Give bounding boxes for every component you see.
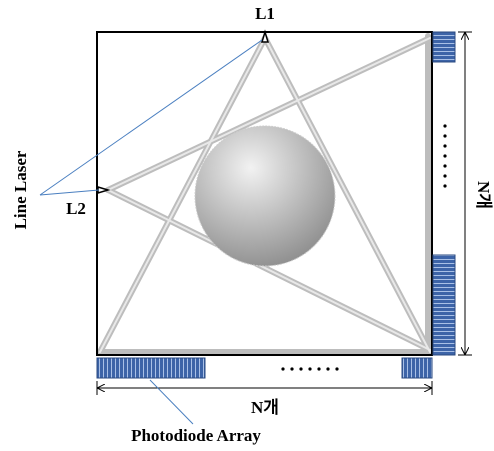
object: [194, 125, 336, 267]
label-l2: L2: [66, 199, 86, 218]
dimension-lines: [96, 31, 472, 395]
label-line-laser: Line Laser: [11, 150, 30, 229]
beams: [97, 33, 433, 355]
laser-l1: [260, 29, 270, 43]
leader-lines: [39, 39, 263, 425]
photodiode-array: [96, 31, 456, 379]
label-n-right: N개: [474, 181, 493, 209]
ellipsis: [281, 124, 447, 371]
label-n-bottom: N개: [251, 398, 279, 417]
label-l1: L1: [255, 4, 275, 23]
label-photodiode-array: Photodiode Array: [131, 426, 261, 445]
